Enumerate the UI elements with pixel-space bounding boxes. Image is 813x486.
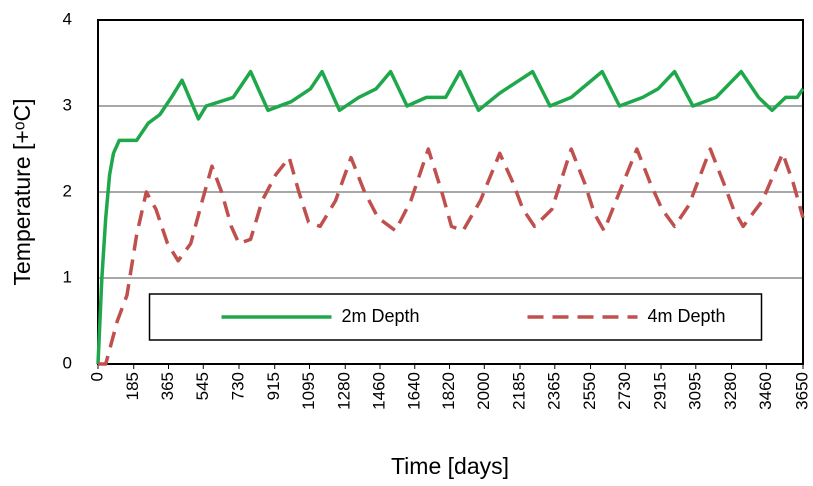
y-tick-label: 4 [63,9,72,28]
x-tick-label: 1460 [369,372,388,410]
x-tick-label: 1820 [439,372,458,410]
x-tick-label: 2730 [615,372,634,410]
y-tick-label: 1 [63,267,72,286]
x-tick-label: 2550 [580,372,599,410]
x-tick-label: 1095 [299,372,318,410]
x-tick-label: 365 [158,372,177,400]
legend-label: 4m Depth [648,306,726,326]
x-tick-label: 2000 [474,372,493,410]
data-line [98,147,805,366]
x-axis-title: Time [days] [391,453,509,479]
data-line [96,69,805,365]
y-tick-label: 2 [63,181,72,200]
x-tick-label: 730 [228,372,247,400]
y-axis-title: Temperature [+ᵒC] [9,98,35,285]
x-tick-label: 915 [264,372,283,400]
y-tick-label: 0 [63,353,72,372]
x-tick-label: 3095 [685,372,704,410]
x-tick-label: 2185 [510,372,529,410]
x-tick-label: 3460 [756,372,775,410]
x-tick-label: 0 [87,372,106,381]
x-tick-label: 1280 [335,372,354,410]
x-tick-label: 3280 [721,372,740,410]
x-tick-label: 3650 [792,372,811,410]
x-tick-label: 2365 [544,372,563,410]
x-tick-label: 1640 [404,372,423,410]
x-tick-label: 2915 [651,372,670,410]
plot-border [97,19,804,365]
legend: 2m Depth 4m Depth [148,293,763,341]
x-tick-label: 545 [193,372,212,400]
legend-label: 2m Depth [342,306,420,326]
x-tick-label: 185 [123,372,142,400]
y-tick-label: 3 [63,95,72,114]
